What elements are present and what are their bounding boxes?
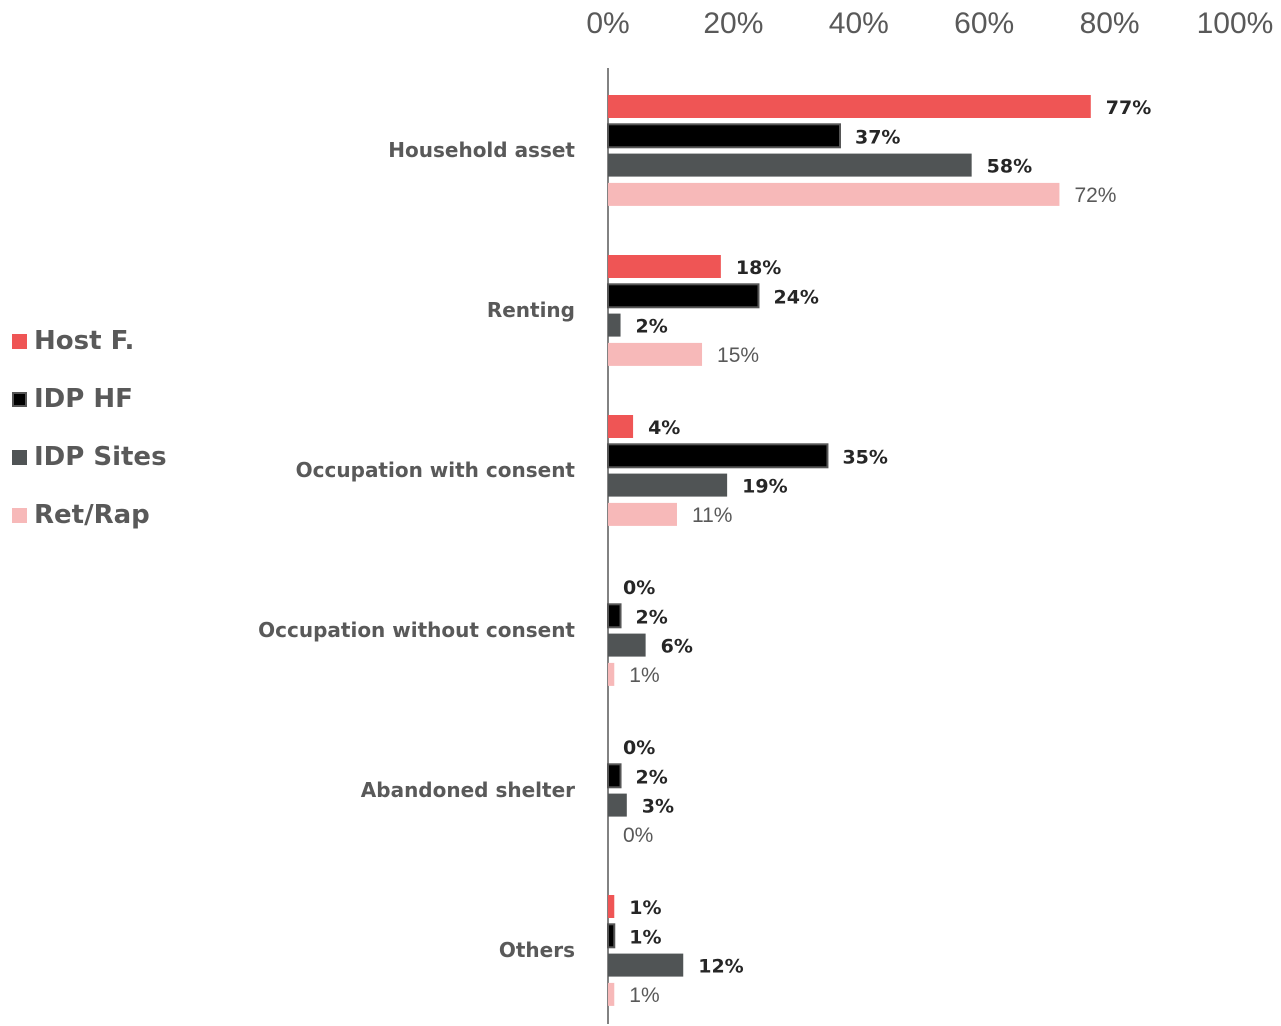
x-tick-label: 60% [954,7,1014,40]
data-label-ret-rap-abandoned-shelter: 0% [623,824,653,847]
bar-idp-hf-occupation-with-consent [607,443,829,469]
x-tick-label: 100% [1197,7,1274,40]
data-label-host-f-renting: 18% [736,257,781,279]
bar-host-f-others [608,895,615,918]
bar-ret-rap-renting [608,342,703,366]
category-label-occupation-without-consent: Occupation without consent [258,618,575,642]
legend-swatch-host-f [12,333,27,349]
data-label-idp-hf-occupation-without-consent: 2% [636,606,668,628]
category-label-others: Others [499,938,575,962]
bar-ret-rap-occupation-with-consent [608,502,677,526]
data-label-idp-hf-abandoned-shelter: 2% [636,766,668,788]
bar-idp-sites-occupation-without-consent [608,633,646,657]
data-label-idp-hf-occupation-with-consent: 35% [842,446,887,468]
legend-label: IDP HF [34,384,133,414]
data-label-idp-sites-occupation-with-consent: 19% [742,476,787,498]
bar-idp-hf-occupation-without-consent [607,603,622,629]
legend-item-idp-sites: IDP Sites [12,428,167,486]
data-label-idp-sites-abandoned-shelter: 3% [642,796,674,818]
category-label-abandoned-shelter: Abandoned shelter [361,778,575,802]
data-label-idp-hf-renting: 24% [773,286,818,308]
bar-host-f-occupation-with-consent [608,415,634,438]
data-label-host-f-abandoned-shelter: 0% [623,737,655,759]
bar-host-f-renting [608,255,721,278]
bars [607,95,1091,1006]
x-tick-label: 40% [829,7,889,40]
data-label-ret-rap-others: 1% [629,984,659,1007]
legend-swatch-ret-rap [12,507,27,523]
data-label-host-f-others: 1% [629,897,661,919]
legend-item-ret-rap: Ret/Rap [12,486,167,544]
bar-idp-hf-household-asset [607,123,841,149]
bar-idp-hf-others [607,923,616,949]
legend-swatch-idp-sites [12,449,27,465]
data-label-idp-hf-others: 1% [629,926,661,948]
data-label-ret-rap-occupation-without-consent: 1% [629,664,659,687]
x-tick-label: 80% [1080,7,1140,40]
legend-swatch-idp-hf [12,391,27,407]
category-label-renting: Renting [487,298,575,322]
data-label-ret-rap-household-asset: 72% [1074,184,1116,207]
x-tick-label: 0% [586,7,629,40]
data-label-idp-sites-household-asset: 58% [987,156,1032,178]
data-label-idp-sites-renting: 2% [636,316,668,338]
data-label-idp-sites-occupation-without-consent: 6% [661,636,693,658]
bar-idp-sites-abandoned-shelter [608,793,627,817]
legend-item-idp-hf: IDP HF [12,370,167,428]
category-label-household-asset: Household asset [388,138,575,162]
x-axis-ticks: 0% 20% 40% 60% 80% 100% [586,7,1273,40]
data-labels: 77% 37% 58% 72% 18% 24% 2% 15% 4% 35% 19% 11% 0% 2% 6%… [623,97,1151,1007]
data-label-ret-rap-occupation-with-consent: 11% [692,504,732,527]
data-label-idp-hf-household-asset: 37% [855,126,900,148]
legend-label: Host F. [34,326,135,356]
bar-idp-sites-household-asset [608,153,972,177]
legend-item-host-f: Host F. [12,312,167,370]
data-label-host-f-household-asset: 77% [1106,97,1151,119]
legend-label: IDP Sites [34,442,167,472]
bar-idp-hf-renting [607,283,760,309]
bar-idp-sites-occupation-with-consent [608,473,728,497]
bar-ret-rap-household-asset [608,182,1060,206]
bar-idp-sites-others [608,953,684,977]
bar-idp-sites-renting [608,313,621,337]
category-label-occupation-with-consent: Occupation with consent [296,458,576,482]
data-label-host-f-occupation-without-consent: 0% [623,577,655,599]
data-label-host-f-occupation-with-consent: 4% [648,417,680,439]
legend: Host F. IDP HF IDP Sites Ret/Rap [12,312,167,544]
x-tick-label: 20% [703,7,763,40]
bar-idp-hf-abandoned-shelter [607,763,622,789]
data-label-ret-rap-renting: 15% [717,344,759,367]
legend-label: Ret/Rap [34,500,150,530]
category-labels: Household asset Renting Occupation with co… [258,138,575,962]
data-label-idp-sites-others: 12% [698,956,743,978]
bar-ret-rap-others [608,982,615,1006]
bar-host-f-household-asset [608,95,1091,118]
bar-ret-rap-occupation-without-consent [608,662,615,686]
